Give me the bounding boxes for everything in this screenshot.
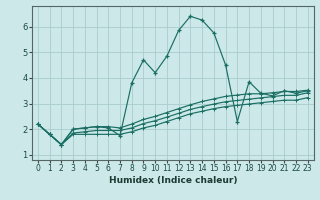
X-axis label: Humidex (Indice chaleur): Humidex (Indice chaleur) [108, 176, 237, 185]
